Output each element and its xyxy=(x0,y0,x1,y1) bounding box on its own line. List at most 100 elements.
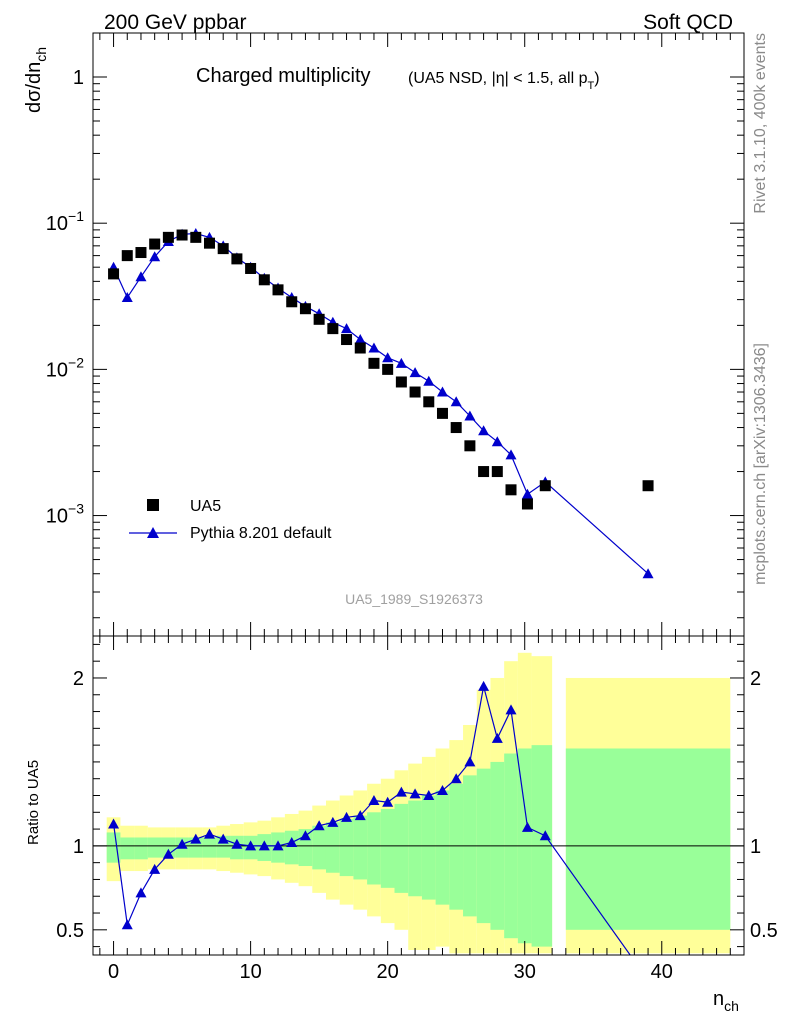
green-uncertainty-band xyxy=(421,795,436,900)
green-uncertainty-band xyxy=(325,822,340,873)
ua5-marker xyxy=(162,231,174,243)
green-uncertainty-band xyxy=(161,837,176,858)
ratio-series-group xyxy=(108,680,631,955)
ua5-marker xyxy=(450,422,462,434)
ua5-marker xyxy=(217,243,229,255)
pythia-marker xyxy=(505,449,517,460)
ua5-marker xyxy=(135,247,147,259)
ratio-marker xyxy=(521,821,533,832)
pythia-marker xyxy=(409,367,421,378)
green-uncertainty-band xyxy=(134,837,148,860)
analysis-watermark: UA5_1989_S1926373 xyxy=(345,591,483,607)
main-y-tick-label: 10−1 xyxy=(46,208,84,235)
pythia-marker xyxy=(382,352,394,363)
pythia-marker xyxy=(450,396,462,407)
pythia-marker xyxy=(121,292,133,303)
ua5-marker xyxy=(149,238,161,250)
rivet-version-label: Rivet 3.1.10, 400k events xyxy=(752,33,769,214)
ua5-marker xyxy=(521,498,533,510)
main-y-tick-label: 1 xyxy=(73,67,84,89)
ua5-marker xyxy=(190,231,202,243)
ratio-marker xyxy=(450,773,462,784)
ratio-y-tick-label-right: 0.5 xyxy=(750,920,778,942)
main-subtitle: (UA5 NSD, |η| < 1.5, all pT) xyxy=(408,70,600,92)
ua5-marker xyxy=(258,274,270,286)
ratio-marker xyxy=(505,704,517,715)
header-left: 200 GeV ppbar xyxy=(104,11,246,34)
ratio-marker xyxy=(539,830,551,841)
green-uncertainty-band xyxy=(106,832,121,863)
green-uncertainty-band xyxy=(353,815,368,880)
green-uncertainty-band xyxy=(367,812,381,885)
green-uncertainty-band xyxy=(408,800,422,897)
ratio-marker xyxy=(313,820,325,831)
legend-marker-pythia xyxy=(147,527,159,538)
green-uncertainty-band xyxy=(339,819,354,877)
pythia-marker xyxy=(642,568,654,579)
pythia-marker xyxy=(436,386,448,397)
ua5-marker xyxy=(299,303,311,315)
ratio-marker xyxy=(258,840,270,851)
ratio-x-tick-label: 0 xyxy=(108,961,119,983)
ratio-x-tick-label: 30 xyxy=(514,961,536,983)
ratio-marker xyxy=(217,833,229,844)
header-right: Soft QCD xyxy=(643,11,733,34)
pythia-marker xyxy=(478,425,490,436)
pythia-marker xyxy=(368,342,380,353)
pythia-marker xyxy=(354,334,366,345)
ratio-x-tick-label: 20 xyxy=(377,961,399,983)
ratio-x-tick-label: 40 xyxy=(651,961,673,983)
ua5-marker xyxy=(423,396,435,408)
pythia-line xyxy=(113,232,649,575)
ratio-y-tick-label-left: 1 xyxy=(73,836,84,858)
ratio-marker xyxy=(409,788,421,799)
ratio-marker xyxy=(231,838,243,849)
ratio-marker xyxy=(245,840,257,851)
ratio-marker xyxy=(176,838,188,849)
ratio-y-tick-label-left: 2 xyxy=(73,668,84,690)
ratio-marker xyxy=(354,810,366,821)
ua5-marker xyxy=(108,268,120,280)
ua5-marker xyxy=(368,357,380,369)
ua5-marker xyxy=(203,237,215,249)
ratio-y-tick-label-right: 1 xyxy=(750,836,761,858)
main-y-tick-label: 10−3 xyxy=(46,501,84,528)
ua5-marker xyxy=(341,334,353,346)
main-y-axis-label: dσ/dnch xyxy=(23,47,49,113)
ratio-y-axis-label: Ratio to UA5 xyxy=(25,760,42,845)
ua5-marker xyxy=(121,250,133,262)
ua5-marker xyxy=(642,480,654,492)
ua5-marker xyxy=(382,363,394,375)
ua5-marker xyxy=(272,284,284,296)
ratio-marker xyxy=(368,795,380,806)
ratio-marker xyxy=(478,680,490,691)
ratio-marker xyxy=(203,828,215,839)
mcplots-credit-label: mcplots.cern.ch [arXiv:1306.3436] xyxy=(752,343,769,585)
ua5-marker xyxy=(286,296,298,308)
ratio-y-tick-label-right: 2 xyxy=(750,668,761,690)
pythia-marker xyxy=(395,357,407,368)
ua5-marker xyxy=(464,440,476,452)
ua5-marker xyxy=(491,466,503,478)
ratio-x-tick-label: 10 xyxy=(239,961,261,983)
green-uncertainty-band xyxy=(284,830,299,865)
green-uncertainty-band xyxy=(120,837,135,860)
ratio-marker xyxy=(395,786,407,797)
ua5-marker xyxy=(505,484,517,496)
green-uncertainty-band xyxy=(312,825,326,870)
ua5-marker xyxy=(354,342,366,354)
ratio-marker xyxy=(299,830,311,841)
ua5-marker xyxy=(409,386,421,398)
ratio-marker xyxy=(286,837,298,848)
legend-label-pythia: Pythia 8.201 default xyxy=(190,525,332,542)
main-panel: 1 10−1 10−2 10−3 Charged multiplicity (UA5 … xyxy=(23,32,745,637)
ratio-marker xyxy=(491,732,503,743)
legend-label-ua5: UA5 xyxy=(190,498,221,515)
main-plot-frame xyxy=(92,32,745,637)
green-uncertainty-band xyxy=(435,790,450,905)
ratio-marker xyxy=(272,840,284,851)
ratio-panel: 0 10 20 30 40 0.5 0.5 1 1 2 2 Ratio to UA5 nch xyxy=(25,635,778,1014)
green-uncertainty-band xyxy=(449,783,464,910)
ua5-marker xyxy=(478,466,490,478)
